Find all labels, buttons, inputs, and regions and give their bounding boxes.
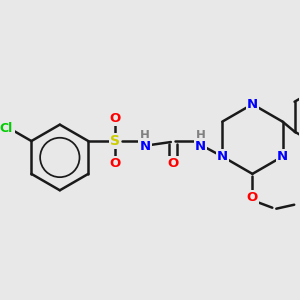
Text: O: O	[110, 158, 121, 170]
Text: O: O	[110, 112, 121, 125]
Text: N: N	[217, 150, 228, 163]
Text: N: N	[140, 140, 151, 152]
Text: O: O	[167, 158, 178, 170]
Text: Cl: Cl	[0, 122, 13, 135]
Text: S: S	[110, 134, 120, 148]
Text: N: N	[195, 140, 206, 152]
Text: N: N	[247, 98, 258, 111]
Text: H: H	[196, 129, 206, 142]
Text: O: O	[247, 191, 258, 204]
Text: N: N	[277, 150, 288, 163]
Text: H: H	[140, 129, 150, 142]
